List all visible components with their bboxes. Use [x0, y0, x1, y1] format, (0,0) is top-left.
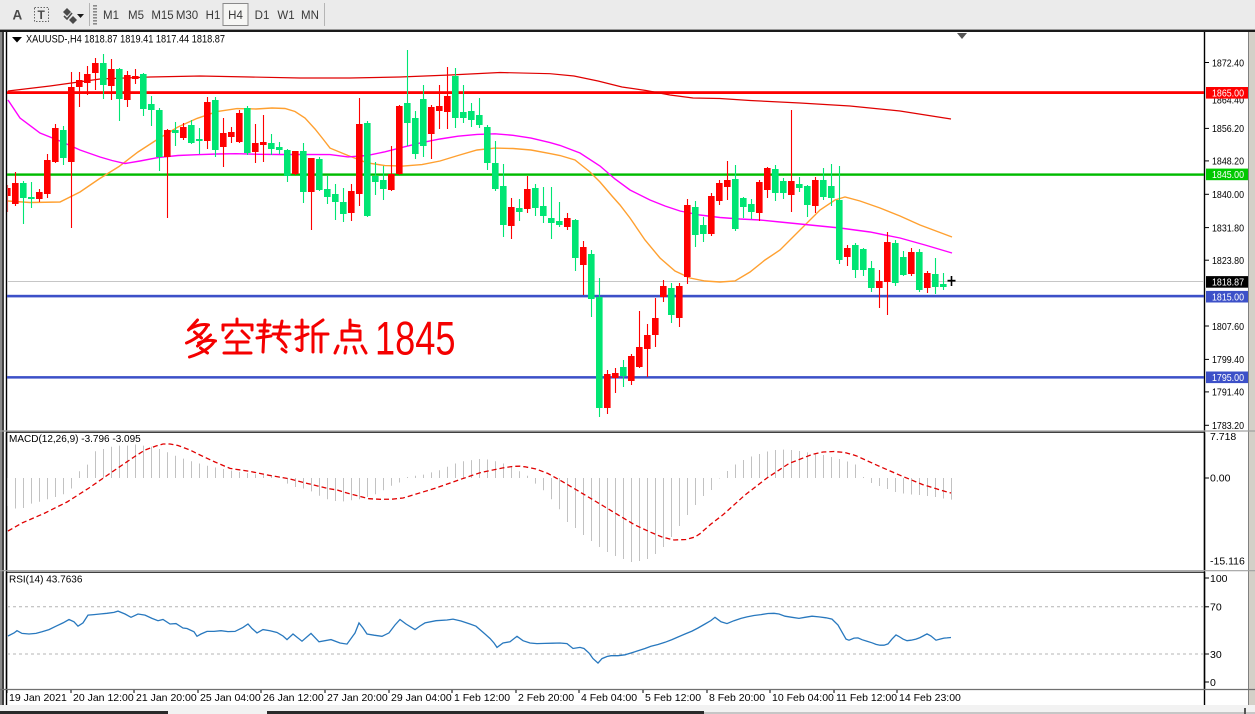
svg-text:26 Jan 12:00: 26 Jan 12:00: [263, 692, 324, 704]
svg-text:29 Jan 04:00: 29 Jan 04:00: [391, 692, 452, 704]
svg-text:1856.20: 1856.20: [1212, 123, 1244, 135]
svg-text:W1: W1: [277, 10, 294, 22]
svg-text:1795.00: 1795.00: [1212, 372, 1244, 384]
svg-text:D1: D1: [255, 10, 270, 22]
svg-text:8 Feb 20:00: 8 Feb 20:00: [709, 692, 765, 704]
svg-text:M5: M5: [128, 10, 144, 22]
svg-text:19 Jan 2021: 19 Jan 2021: [9, 692, 67, 704]
svg-text:XAUUSD-,H4 1818.87 1819.41 18: XAUUSD-,H4 1818.87 1819.41 1817.44 1818.…: [26, 34, 225, 46]
svg-text:5 Feb 12:00: 5 Feb 12:00: [645, 692, 701, 704]
svg-text:2 Feb 20:00: 2 Feb 20:00: [518, 692, 574, 704]
svg-text:20 Jan 12:00: 20 Jan 12:00: [73, 692, 134, 704]
svg-text:A: A: [13, 8, 23, 23]
svg-text:1791.40: 1791.40: [1212, 387, 1244, 399]
svg-text:MN: MN: [301, 10, 319, 22]
svg-text:1848.20: 1848.20: [1212, 156, 1244, 168]
svg-text:0.00: 0.00: [1210, 473, 1231, 485]
svg-text:H1: H1: [206, 10, 221, 22]
svg-text:70: 70: [1210, 602, 1222, 614]
svg-text:25 Jan 04:00: 25 Jan 04:00: [200, 692, 261, 704]
svg-text:T: T: [38, 8, 46, 22]
svg-text:RSI(14) 43.7636: RSI(14) 43.7636: [9, 575, 83, 586]
svg-text:1783.20: 1783.20: [1212, 420, 1244, 432]
svg-text:1845.00: 1845.00: [1212, 169, 1244, 181]
svg-text:1815.00: 1815.00: [1212, 292, 1244, 304]
svg-text:1845: 1845: [375, 312, 456, 365]
svg-text:30: 30: [1210, 649, 1222, 661]
svg-text:1823.80: 1823.80: [1212, 255, 1244, 267]
svg-text:1 Feb 12:00: 1 Feb 12:00: [454, 692, 510, 704]
svg-text:H4: H4: [228, 10, 243, 22]
svg-text:1799.40: 1799.40: [1212, 354, 1244, 366]
svg-text:1840.00: 1840.00: [1212, 189, 1244, 201]
svg-text:-15.116: -15.116: [1210, 556, 1245, 568]
svg-text:14 Feb 23:00: 14 Feb 23:00: [899, 692, 961, 704]
svg-text:1807.60: 1807.60: [1212, 321, 1244, 333]
svg-text:1865.00: 1865.00: [1212, 88, 1244, 100]
svg-text:1831.80: 1831.80: [1212, 222, 1244, 234]
svg-text:7.718: 7.718: [1210, 431, 1236, 443]
svg-text:100: 100: [1210, 573, 1228, 585]
svg-text:21 Jan 20:00: 21 Jan 20:00: [136, 692, 197, 704]
svg-text:1818.87: 1818.87: [1212, 277, 1244, 289]
svg-text:MACD(12,26,9) -3.796 -3.095: MACD(12,26,9) -3.796 -3.095: [9, 434, 141, 445]
svg-text:M30: M30: [176, 10, 198, 22]
svg-text:27 Jan 20:00: 27 Jan 20:00: [327, 692, 388, 704]
svg-text:0: 0: [1210, 677, 1216, 689]
svg-text:1872.40: 1872.40: [1212, 57, 1244, 69]
svg-text:4 Feb 04:00: 4 Feb 04:00: [581, 692, 637, 704]
svg-text:10 Feb 04:00: 10 Feb 04:00: [772, 692, 834, 704]
svg-text:11 Feb 12:00: 11 Feb 12:00: [836, 692, 897, 704]
svg-text:M15: M15: [151, 10, 173, 22]
svg-text:M1: M1: [103, 10, 119, 22]
